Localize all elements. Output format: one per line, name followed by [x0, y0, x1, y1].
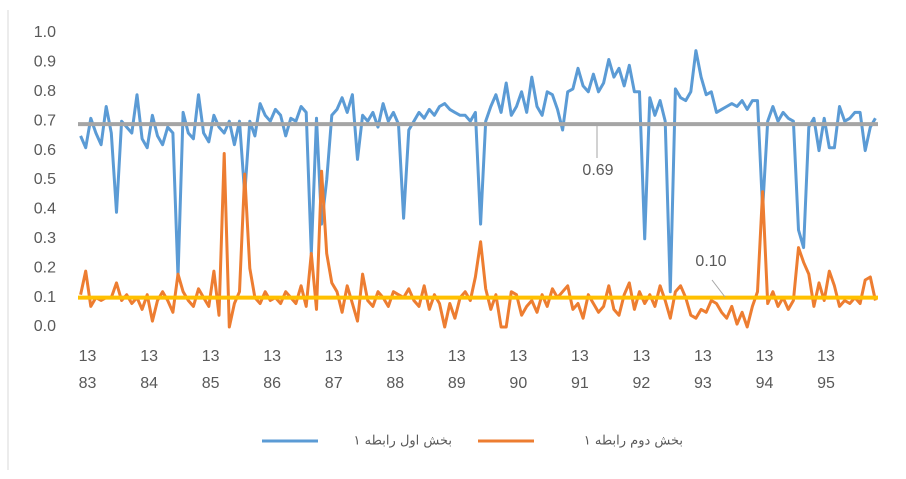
leader-line	[712, 280, 725, 297]
x-tick-label: 13 86	[261, 343, 283, 397]
y-tick-label: 0.1	[34, 289, 56, 306]
y-tick-label: 0.0	[34, 318, 56, 335]
y-tick-label: 0.2	[34, 259, 56, 276]
x-tick-label: 13 94	[753, 343, 775, 397]
x-tick-label: 13 83	[77, 343, 99, 397]
x-tick-label: 13 90	[507, 343, 529, 397]
x-tick-label: 13 89	[446, 343, 468, 397]
chart-svg: 0.0 0.1 0.2 0.3 0.4 0.5 0.6 0.7 0.8 0.9 1.0 0.69 0.1…	[0, 0, 906, 479]
chart: 0.0 0.1 0.2 0.3 0.4 0.5 0.6 0.7 0.8 0.9 1.0 0.69 0.1…	[0, 0, 906, 479]
legend-label: بخش دوم رابطه ۱	[584, 434, 683, 449]
reference-label: 0.69	[582, 162, 613, 179]
x-tick-label: 13 84	[138, 343, 160, 397]
reference-label: 0.10	[695, 253, 726, 270]
x-tick-label: 13 87	[323, 343, 345, 397]
y-tick-label: 0.8	[34, 83, 56, 100]
y-tick-label: 0.3	[34, 230, 56, 247]
x-tick-label: 13 93	[692, 343, 714, 397]
x-tick-label: 13 85	[200, 343, 222, 397]
y-tick-label: 1.0	[34, 24, 56, 41]
y-tick-label: 0.7	[34, 112, 56, 129]
y-tick-label: 0.4	[34, 201, 56, 218]
x-tick-label: 13 92	[630, 343, 652, 397]
x-tick-label: 13 88	[384, 343, 406, 397]
y-tick-label: 0.5	[34, 171, 56, 188]
legend-label: بخش اول رابطه ۱	[354, 434, 452, 449]
x-tick-label: 13 91	[569, 343, 591, 397]
y-tick-label: 0.9	[34, 54, 56, 71]
y-tick-label: 0.6	[34, 142, 56, 159]
x-tick-label: 13 95	[815, 343, 837, 397]
